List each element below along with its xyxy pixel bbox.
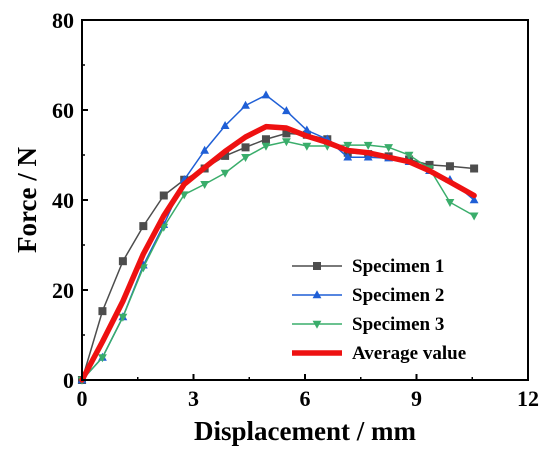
x-axis-title: Displacement / mm: [194, 416, 416, 446]
data-point: [98, 307, 107, 316]
y-tick-label: 40: [52, 188, 74, 213]
series-line: [81, 94, 475, 381]
y-tick-label: 0: [63, 368, 74, 393]
data-point: [445, 199, 455, 208]
data-point: [343, 152, 353, 161]
y-tick-label: 80: [52, 8, 74, 33]
data-point: [343, 141, 353, 150]
data-point: [445, 162, 454, 171]
data-point: [469, 212, 479, 221]
plot-layer: [77, 90, 479, 385]
legend-item: Specimen 3: [292, 314, 444, 335]
data-point: [241, 100, 250, 109]
data-point: [200, 181, 210, 190]
x-tick-label: 12: [517, 386, 539, 411]
legend-item: Average value: [292, 343, 466, 364]
data-point: [220, 120, 230, 129]
data-point: [470, 164, 479, 173]
data-point: [159, 223, 169, 232]
data-point: [220, 169, 230, 178]
data-point: [221, 151, 230, 160]
data-point: [313, 262, 321, 270]
series-line: [81, 140, 475, 381]
legend-label: Specimen 1: [352, 256, 444, 277]
data-point: [241, 154, 250, 163]
data-point: [404, 151, 414, 160]
data-point: [261, 135, 270, 144]
legend: Specimen 1 Specimen 2 Specimen 3 Average va…: [292, 256, 466, 364]
legend-item: Specimen 1: [292, 256, 444, 277]
y-tick-label: 60: [52, 98, 74, 123]
data-point: [98, 354, 107, 363]
data-point: [118, 313, 128, 322]
data-point: [159, 191, 168, 200]
data-point: [241, 143, 250, 152]
x-tick-label: 6: [300, 386, 311, 411]
axes-frame: [81, 19, 529, 381]
series-average-value: [79, 123, 477, 383]
x-tick-label: 9: [411, 386, 422, 411]
data-point: [312, 290, 322, 299]
data-point: [261, 90, 271, 99]
data-point: [425, 160, 434, 169]
tick-layer: 0 3 6 9 12 0 20 40 60 80: [52, 8, 539, 411]
data-point: [282, 138, 291, 147]
data-point: [363, 141, 373, 150]
legend-item: Specimen 2: [292, 285, 444, 306]
data-point: [282, 106, 291, 115]
data-point: [138, 264, 148, 273]
data-point: [312, 320, 322, 329]
data-point: [384, 144, 394, 153]
x-tick-label: 3: [188, 386, 199, 411]
y-axis-title: Force / N: [12, 147, 42, 253]
data-point: [118, 257, 127, 266]
data-point: [363, 152, 373, 161]
series-line: [79, 123, 477, 383]
x-tick-label: 0: [77, 386, 88, 411]
data-point: [302, 142, 312, 151]
legend-label: Average value: [352, 343, 466, 364]
data-point: [179, 191, 189, 200]
legend-label: Specimen 3: [352, 314, 444, 335]
data-point: [282, 129, 291, 138]
data-point: [261, 142, 271, 151]
data-point: [469, 195, 479, 204]
data-point: [302, 125, 312, 134]
legend-label: Specimen 2: [352, 285, 444, 306]
data-point: [139, 222, 148, 231]
y-tick-label: 20: [52, 278, 74, 303]
data-point: [200, 145, 210, 154]
